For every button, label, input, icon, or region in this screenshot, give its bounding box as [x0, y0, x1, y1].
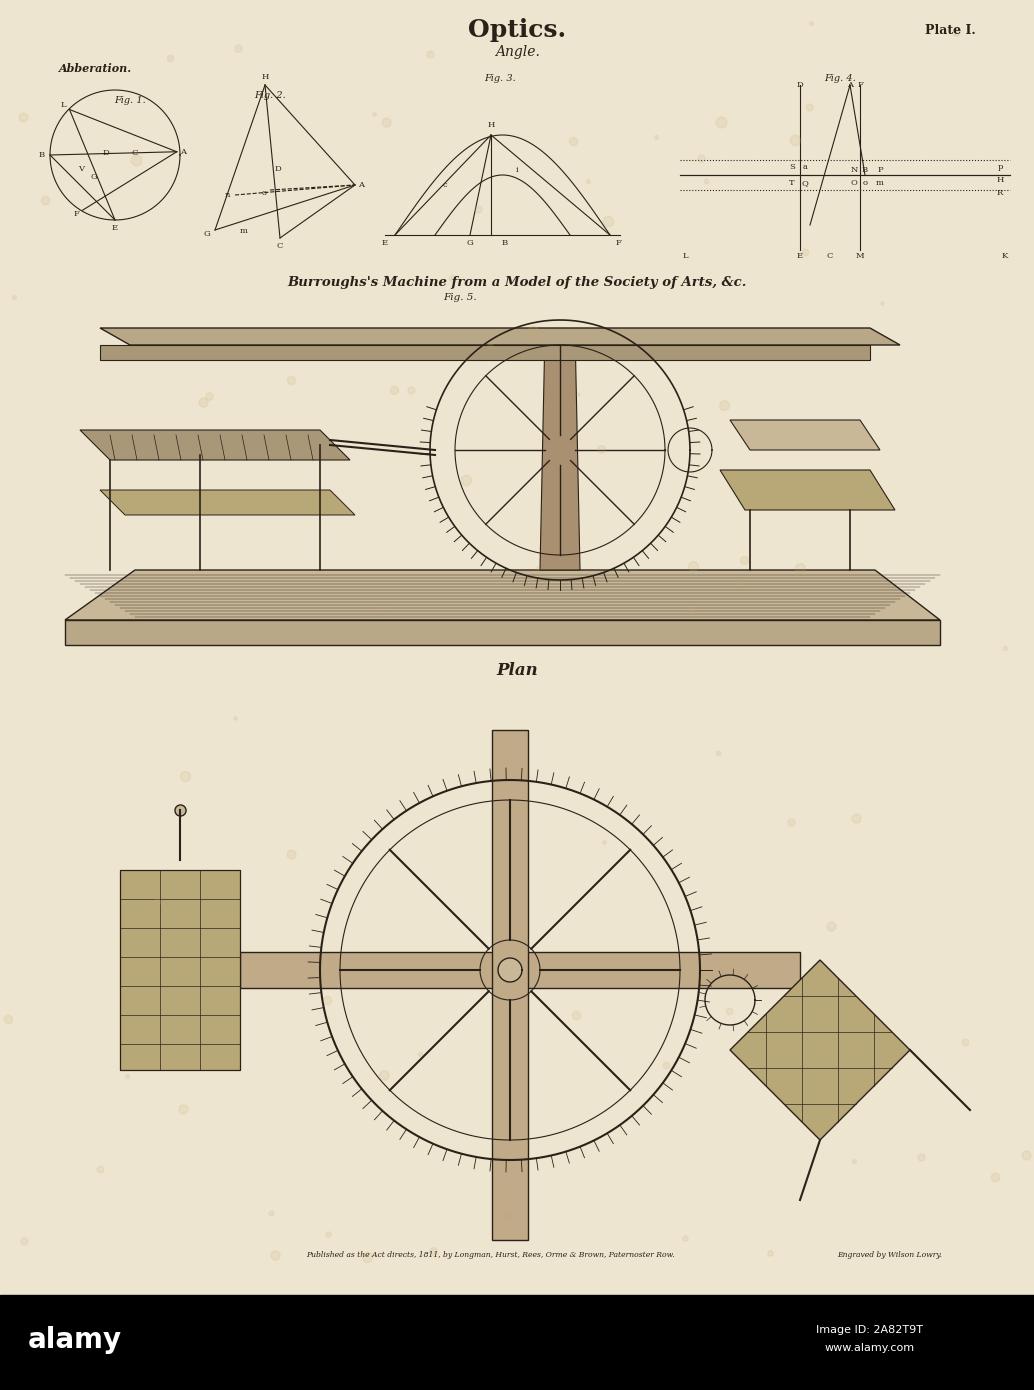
Text: p: p [998, 163, 1003, 171]
Text: D: D [796, 81, 803, 89]
Text: E: E [382, 239, 388, 247]
Text: A: A [180, 147, 186, 156]
Text: P: P [877, 165, 883, 174]
Text: A: A [358, 181, 364, 189]
Text: Image ID: 2A82T9T: Image ID: 2A82T9T [817, 1325, 923, 1334]
Text: alamy: alamy [28, 1326, 122, 1354]
Text: L: L [682, 252, 688, 260]
Polygon shape [100, 491, 355, 516]
Text: H: H [487, 121, 494, 129]
Bar [0, 1295, 1034, 1390]
Text: C: C [827, 252, 833, 260]
Text: i: i [516, 165, 518, 174]
Text: G: G [466, 239, 474, 247]
Polygon shape [720, 470, 895, 510]
Text: Abberation.: Abberation. [59, 63, 131, 74]
Text: A: A [847, 81, 853, 89]
Polygon shape [80, 430, 349, 460]
Text: Q: Q [801, 179, 809, 188]
Polygon shape [65, 570, 940, 620]
Polygon shape [240, 952, 800, 988]
Text: www.alamy.com: www.alamy.com [825, 1343, 915, 1352]
Text: m: m [240, 227, 248, 235]
Text: C: C [277, 242, 283, 250]
Text: B: B [39, 152, 45, 158]
Text: G: G [91, 172, 97, 181]
Text: E: E [112, 224, 118, 232]
Circle shape [498, 958, 522, 981]
Text: D: D [275, 165, 281, 172]
Polygon shape [65, 620, 940, 645]
Polygon shape [730, 420, 880, 450]
Text: Fig. 4.: Fig. 4. [824, 74, 856, 82]
Text: Fig. 2.: Fig. 2. [254, 90, 285, 100]
Text: O: O [851, 179, 857, 188]
Text: Angle.: Angle. [494, 44, 540, 58]
Text: Fig. 1.: Fig. 1. [114, 96, 146, 104]
Text: F: F [73, 210, 80, 218]
Text: C: C [131, 149, 138, 157]
Polygon shape [120, 870, 240, 1070]
Text: Fig. 5.: Fig. 5. [444, 292, 477, 302]
Text: Fig. 3.: Fig. 3. [484, 74, 516, 82]
Text: E: E [797, 252, 803, 260]
Text: m: m [876, 179, 884, 188]
Text: K: K [1002, 252, 1008, 260]
Polygon shape [492, 730, 528, 1240]
Polygon shape [540, 329, 580, 570]
Text: Plate I.: Plate I. [924, 24, 975, 36]
Text: Plan: Plan [496, 662, 538, 678]
Text: c: c [443, 181, 448, 189]
Polygon shape [100, 328, 900, 345]
Text: n: n [224, 190, 230, 199]
Text: o: o [262, 189, 267, 197]
Polygon shape [730, 960, 910, 1140]
Text: G: G [204, 229, 210, 238]
Text: N: N [850, 165, 857, 174]
Text: S: S [789, 163, 795, 171]
Text: B: B [862, 165, 869, 174]
Text: o: o [862, 179, 868, 188]
Text: H: H [262, 74, 269, 81]
Text: M: M [856, 252, 864, 260]
Text: Optics.: Optics. [468, 18, 566, 42]
Text: R: R [997, 189, 1003, 197]
Text: Published as the Act directs, 1811, by Longman, Hurst, Rees, Orme & Brown, Pater: Published as the Act directs, 1811, by L… [306, 1251, 674, 1259]
Text: V: V [78, 165, 84, 172]
Polygon shape [100, 345, 870, 360]
Text: a: a [802, 163, 808, 171]
Text: D: D [102, 149, 109, 157]
Text: T: T [789, 179, 795, 188]
Text: F: F [615, 239, 621, 247]
Text: L: L [61, 100, 66, 108]
Text: H: H [997, 177, 1004, 183]
Text: F: F [857, 81, 863, 89]
Text: Burroughs's Machine from a Model of the Society of Arts, &c.: Burroughs's Machine from a Model of the … [287, 275, 747, 289]
Text: Engraved by Wilson Lowry.: Engraved by Wilson Lowry. [838, 1251, 943, 1259]
Text: B: B [501, 239, 508, 247]
